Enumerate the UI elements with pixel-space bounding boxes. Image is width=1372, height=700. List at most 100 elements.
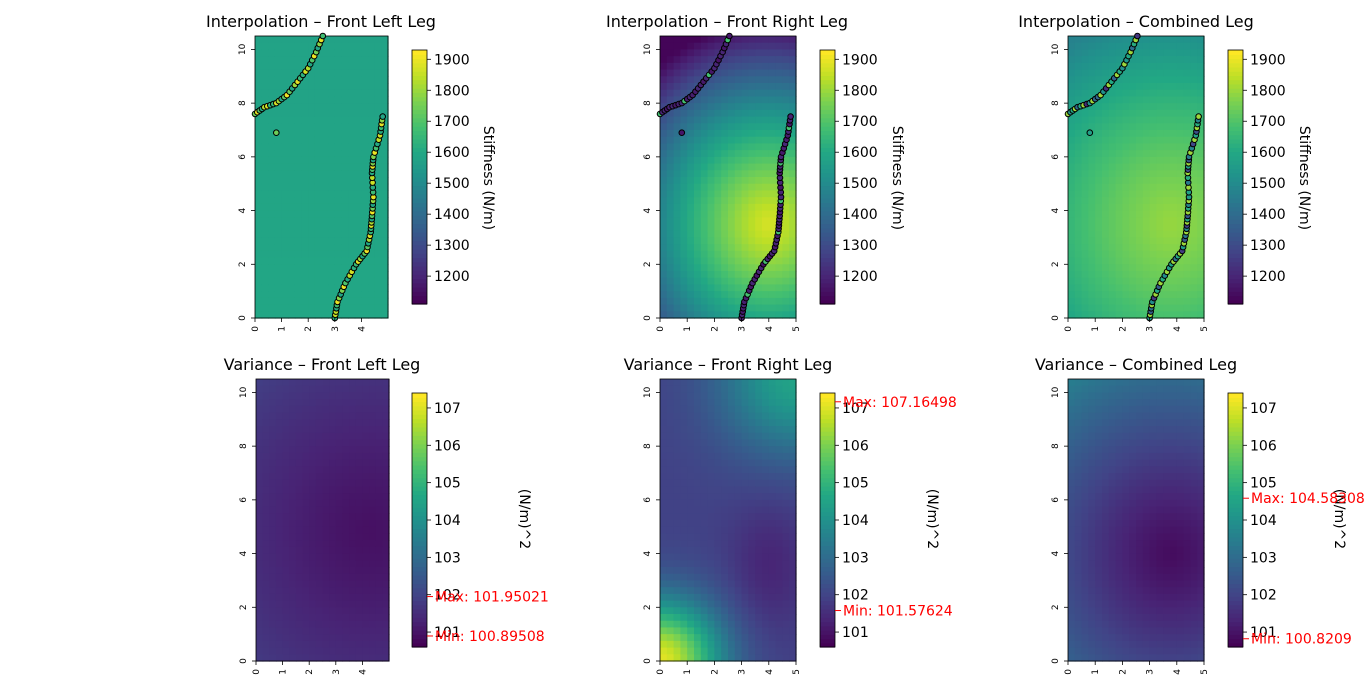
heatmap-cell bbox=[762, 291, 770, 299]
heatmap-cell bbox=[775, 42, 783, 51]
heatmap-cell bbox=[381, 109, 389, 118]
x-tick-label: 2 bbox=[1118, 326, 1128, 332]
heatmap-cell bbox=[369, 466, 377, 474]
heatmap-cell bbox=[1074, 170, 1083, 178]
heatmap-cell bbox=[1190, 264, 1198, 272]
heatmap-cell bbox=[1081, 170, 1089, 178]
heatmap-cell bbox=[335, 426, 344, 434]
heatmap-cell bbox=[1129, 116, 1137, 124]
heatmap-cell bbox=[680, 580, 688, 588]
heatmap-cell bbox=[1170, 237, 1178, 245]
heatmap-cell bbox=[680, 203, 688, 212]
heatmap-cell bbox=[687, 76, 695, 84]
heatmap-cell bbox=[335, 486, 344, 494]
heatmap-cell bbox=[348, 49, 356, 57]
heatmap-cell bbox=[748, 36, 756, 44]
heatmap-cell bbox=[687, 506, 695, 514]
heatmap-cell bbox=[1095, 36, 1103, 44]
heatmap-cell bbox=[687, 103, 695, 111]
heatmap-cell bbox=[734, 634, 743, 642]
colorbar-segment bbox=[412, 553, 427, 559]
heatmap-cell bbox=[341, 237, 349, 245]
heatmap-cell bbox=[374, 271, 382, 279]
heatmap-cell bbox=[274, 197, 283, 205]
heatmap-cell bbox=[268, 244, 276, 252]
heatmap-cell bbox=[1088, 69, 1096, 77]
heatmap-cell bbox=[281, 56, 289, 64]
heatmap-cell bbox=[368, 130, 376, 138]
heatmap-cell bbox=[741, 452, 749, 461]
heatmap-cell bbox=[1156, 83, 1164, 91]
heatmap-cell bbox=[1074, 116, 1083, 124]
heatmap-cell bbox=[1122, 156, 1130, 165]
heatmap-cell bbox=[308, 250, 316, 259]
heatmap-cell bbox=[262, 399, 270, 407]
heatmap-cell bbox=[768, 264, 777, 272]
heatmap-cell bbox=[1183, 96, 1191, 104]
heatmap-cell bbox=[1190, 150, 1198, 158]
heatmap-cell bbox=[281, 116, 289, 124]
heatmap-cell bbox=[381, 203, 389, 212]
heatmap-cell bbox=[295, 573, 304, 582]
heatmap-cell bbox=[382, 459, 390, 467]
heatmap-cell bbox=[261, 197, 269, 205]
heatmap-cell bbox=[700, 392, 709, 400]
heatmap-cell bbox=[381, 49, 389, 57]
heatmap-cell bbox=[1197, 304, 1205, 312]
heatmap-cell bbox=[666, 36, 675, 44]
heatmap-cell bbox=[789, 419, 797, 427]
heatmap-cell bbox=[700, 177, 709, 185]
heatmap-cell bbox=[1170, 36, 1178, 44]
heatmap-cell bbox=[282, 654, 290, 662]
heatmap-cell bbox=[714, 446, 722, 454]
heatmap-cell bbox=[687, 69, 695, 77]
heatmap-cell bbox=[748, 42, 756, 51]
heatmap-cell bbox=[660, 197, 668, 205]
colorbar-segment bbox=[412, 168, 427, 174]
heatmap-cell bbox=[700, 419, 709, 427]
heatmap-cell bbox=[714, 89, 722, 98]
heatmap-cell bbox=[728, 49, 736, 57]
heatmap-cell bbox=[748, 49, 756, 57]
colorbar-segment bbox=[820, 160, 835, 165]
heatmap-cell bbox=[314, 224, 323, 232]
colorbar-segment bbox=[820, 232, 835, 237]
heatmap-cell bbox=[1142, 116, 1151, 124]
heatmap-cell bbox=[289, 546, 297, 555]
colorbar-frame bbox=[819, 49, 836, 305]
heatmap-cell bbox=[308, 183, 316, 192]
heatmap-cell bbox=[768, 560, 777, 568]
heatmap-cell bbox=[748, 560, 756, 568]
colorbar-segment bbox=[820, 507, 835, 513]
colorbar-segment bbox=[820, 88, 835, 93]
heatmap-cell bbox=[281, 264, 289, 272]
heatmap-cell bbox=[762, 156, 770, 165]
heatmap-cell bbox=[355, 432, 363, 441]
heatmap-cell bbox=[673, 499, 681, 508]
heatmap-cell bbox=[375, 419, 383, 427]
heatmap-cell bbox=[314, 130, 323, 138]
heatmap-cell bbox=[741, 426, 749, 434]
heatmap-cell bbox=[687, 439, 695, 447]
heatmap-cell bbox=[707, 103, 715, 111]
heatmap-cell bbox=[789, 499, 797, 508]
heatmap-cell bbox=[342, 526, 350, 535]
heatmap-cell bbox=[1068, 297, 1076, 306]
heatmap-cell bbox=[1142, 89, 1151, 98]
colorbar-segment bbox=[820, 520, 835, 525]
heatmap-cell bbox=[289, 620, 297, 629]
heatmap-cell bbox=[362, 499, 370, 508]
heatmap-cell bbox=[322, 432, 330, 441]
heatmap-cell bbox=[782, 230, 790, 239]
heatmap-cell bbox=[1183, 76, 1191, 84]
heatmap-cell bbox=[369, 426, 377, 434]
heatmap-cell bbox=[700, 466, 709, 474]
colorbar-segment bbox=[820, 121, 835, 127]
heatmap-cell bbox=[1081, 177, 1089, 185]
heatmap-cell bbox=[1170, 163, 1178, 171]
heatmap-cell bbox=[768, 237, 777, 245]
heatmap-cell bbox=[680, 136, 688, 145]
heatmap-cell bbox=[666, 506, 675, 514]
heatmap-cell bbox=[1102, 69, 1110, 77]
heatmap-cell bbox=[1136, 304, 1144, 312]
